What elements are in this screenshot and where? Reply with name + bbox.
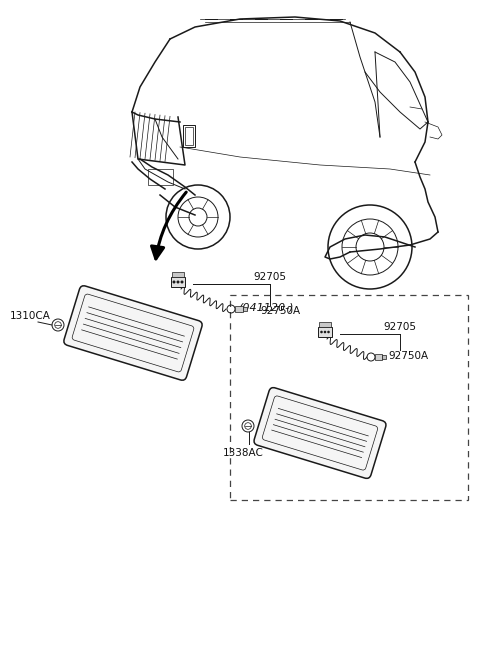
Circle shape <box>177 280 180 284</box>
Bar <box>230 295 468 500</box>
Bar <box>382 355 386 359</box>
Circle shape <box>327 331 330 333</box>
Circle shape <box>324 331 326 333</box>
Text: 1338AC: 1338AC <box>223 448 264 458</box>
Text: 1310CA: 1310CA <box>10 311 51 321</box>
Text: 92750A: 92750A <box>260 306 300 316</box>
FancyBboxPatch shape <box>254 388 386 478</box>
Bar <box>172 272 184 277</box>
Bar <box>319 322 331 327</box>
Text: 92705: 92705 <box>383 322 416 332</box>
Text: 92705: 92705 <box>253 272 286 282</box>
Circle shape <box>320 331 323 333</box>
Bar <box>243 307 247 311</box>
Circle shape <box>172 280 176 284</box>
Bar <box>235 306 243 312</box>
Bar <box>185 127 193 145</box>
Circle shape <box>180 280 183 284</box>
Bar <box>148 169 173 185</box>
Text: (041120-): (041120-) <box>238 302 293 312</box>
Bar <box>318 327 332 337</box>
FancyBboxPatch shape <box>64 286 202 381</box>
Text: 92750A: 92750A <box>388 351 428 361</box>
Bar <box>171 277 185 287</box>
Bar <box>183 125 195 147</box>
Bar <box>375 354 382 360</box>
